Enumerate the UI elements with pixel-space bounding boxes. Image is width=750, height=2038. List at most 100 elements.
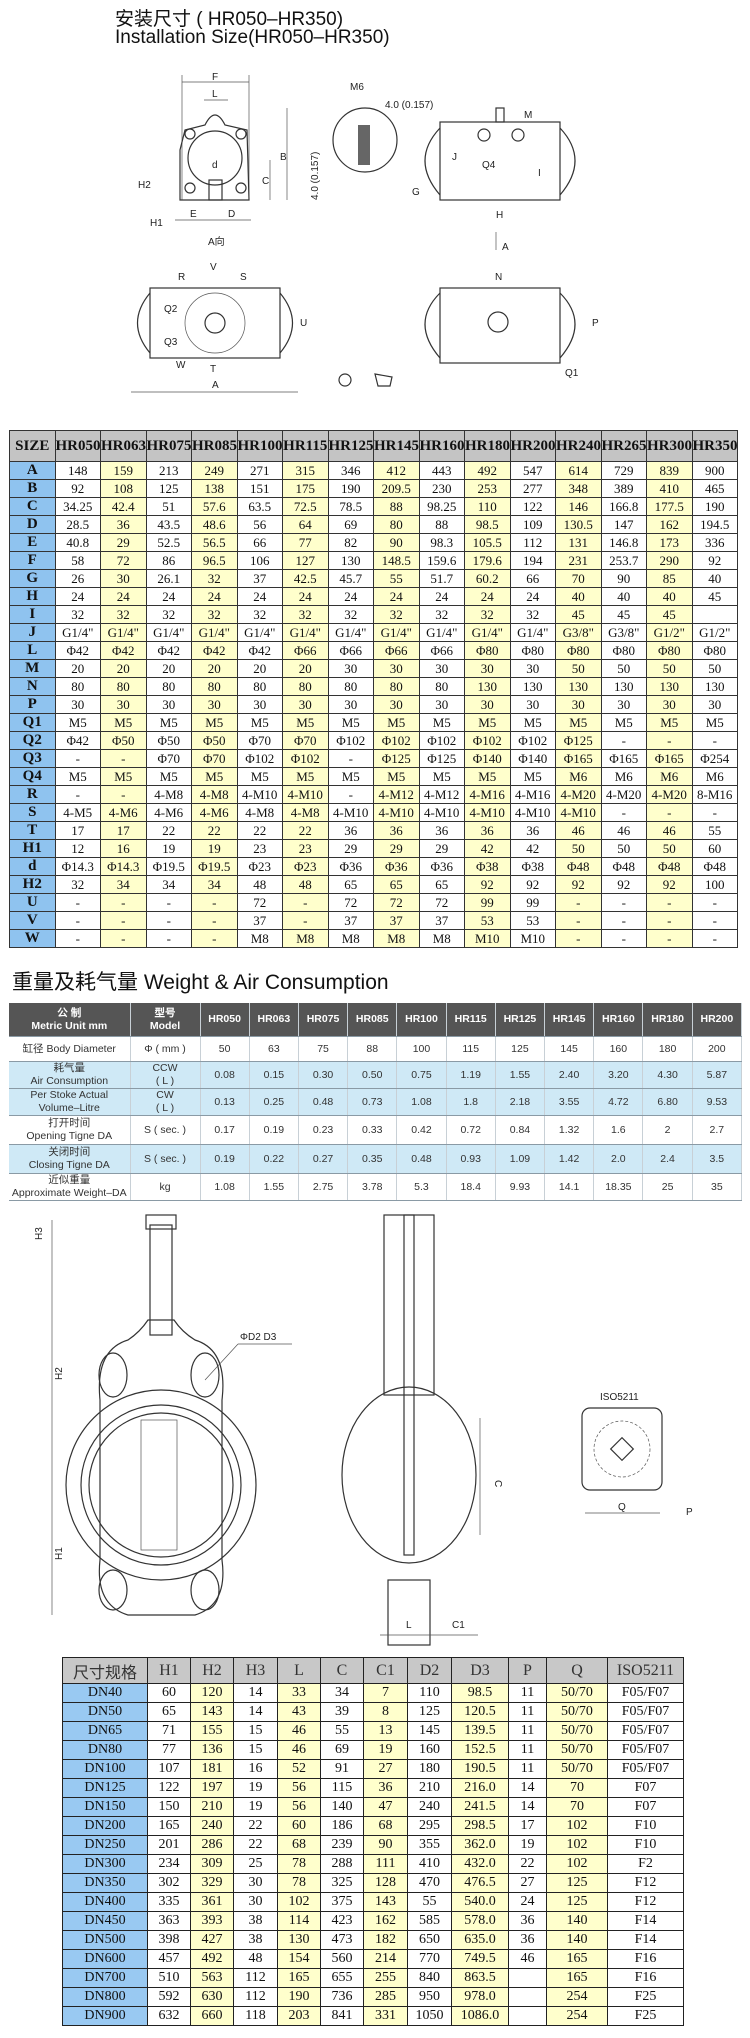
table-cell: 39 [320,1702,364,1722]
row-key: DN40 [62,1683,148,1703]
table-cell: 4-M10 [373,803,420,822]
table-cell: 75 [298,1036,349,1062]
table-cell: 288 [320,1854,364,1874]
svg-text:B: B [280,152,287,163]
table-cell: 66 [236,533,283,552]
end-view: F L d B C H2 H1 E D [138,72,288,229]
table-cell: F07 [607,1778,684,1798]
svg-text:C1: C1 [452,1620,465,1631]
table-cell: 240 [407,1797,452,1817]
table-cell: 34 [320,1683,364,1703]
svg-text:D: D [228,209,235,220]
label-en: Body Diameter [46,1042,116,1055]
table-cell: 125 [145,479,192,498]
table-cell: F05/F07 [607,1683,684,1703]
table-cell: 3.55 [544,1088,595,1116]
table-cell: 29 [373,839,420,858]
table-cell: 30 [646,695,693,714]
table-cell: M5 [54,767,101,786]
svg-text:I: I [538,168,541,179]
table-cell: 50 [555,839,602,858]
table-cell: - [646,803,693,822]
table-row: Per Stoke Actual Volume–Litre CW( L ) 0.13 0… [9,1088,743,1116]
table-cell: G1/4" [191,623,238,642]
table-cell: 1.8 [446,1088,496,1116]
header-model: HR145 [544,1003,595,1037]
table-row: P 30 30 30 30 30 30 30 30 30 30 30 30 30 30 30 [9,695,738,714]
unit-a: CCW [152,1062,178,1074]
table-cell: 147 [600,515,647,534]
table-cell: 1.55 [249,1173,299,1201]
table-cell: 1.32 [544,1115,595,1145]
table-cell: G1/4" [418,623,465,642]
table-cell: - [191,893,238,912]
table-cell: 24 [327,587,374,606]
table-cell: F16 [607,1949,684,1969]
table-cell: 180 [407,1759,452,1779]
table-cell: - [100,785,147,804]
row-label: 关闭时间 Closing Tigne DA [9,1144,131,1174]
table-cell: 63 [249,1036,299,1062]
table-cell: 159.6 [418,551,465,570]
table-cell: 154 [277,1949,321,1969]
table-cell: 30 [373,659,420,678]
title-en: Installation Size(HR050–HR350) [115,27,390,48]
table-cell: 40 [555,587,602,606]
table-cell: - [555,911,602,930]
row-key: DN800 [62,1987,148,2007]
row-key: E [9,533,56,552]
table-cell: 24 [509,587,556,606]
table-cell: 1.08 [396,1088,447,1116]
table-cell: 60 [277,1816,321,1836]
table-cell: 443 [418,461,465,480]
table-cell: 190.5 [451,1759,509,1779]
table-cell: G1/4" [282,623,329,642]
table-row: W - - - - M8 M8 M8 M8 M8 M10 M10- - - - [9,929,738,948]
table-cell: 36 [373,821,420,840]
svg-text:ΦD2 D3: ΦD2 D3 [240,1332,277,1343]
table-row: DN200 165 240 22 60 186 68 295 298.5 17 102 F10 [62,1816,684,1836]
table-cell: 130 [646,677,693,696]
table-cell: 18.4 [446,1173,496,1201]
table-cell: 540.0 [451,1892,509,1912]
table-cell: - [600,911,647,930]
table-cell: 2.0 [593,1144,644,1174]
row-unit: Φ ( mm ) [130,1036,201,1062]
table-cell: 35 [692,1173,743,1201]
header-cell: C1 [363,1657,408,1684]
table-cell: 90 [600,569,647,588]
table-cell: Φ42 [100,641,147,660]
svg-text:G: G [412,187,420,198]
row-label: 缸径 Body Diameter [9,1036,131,1062]
table-cell: 50 [600,659,647,678]
header-cell: H3 [233,1657,278,1684]
table-cell: 2.40 [544,1061,595,1089]
table-cell: 85 [646,569,693,588]
table-cell: Φ165 [600,749,647,768]
table-cell: 45 [691,587,738,606]
table-row: S 4-M5 4-M6 4-M6 4-M6 4-M8 4-M8 4-M10 4-M10 4-M10… [9,803,738,822]
table-cell: 4-M20 [600,785,647,804]
table-cell: 398 [147,1930,191,1950]
table-cell: 0.19 [249,1115,299,1145]
table-cell: 13 [363,1721,408,1741]
table-cell: 65 [373,875,420,894]
table-cell: 177.5 [646,497,693,516]
table-cell: 7 [363,1683,408,1703]
table-cell: Φ19.5 [145,857,192,876]
header-cell: ISO5211 [607,1657,684,1684]
table-cell: 231 [555,551,602,570]
table-cell: 30 [509,695,556,714]
row-key: V [9,911,56,930]
table-cell: 165 [546,1949,608,1969]
table-cell: 42.4 [100,497,147,516]
table-cell: 410 [407,1854,452,1874]
table-row: DN150 150 210 19 56 140 47 240 241.5 14 70 F07 [62,1797,684,1817]
svg-text:R: R [178,272,185,283]
table-cell: 130 [691,677,738,696]
table-cell: 203 [277,2006,321,2026]
table-cell: 148.5 [373,551,420,570]
table-cell: M5 [373,713,420,732]
table-cell: 140 [546,1930,608,1950]
table-cell: 736 [320,1987,364,2007]
